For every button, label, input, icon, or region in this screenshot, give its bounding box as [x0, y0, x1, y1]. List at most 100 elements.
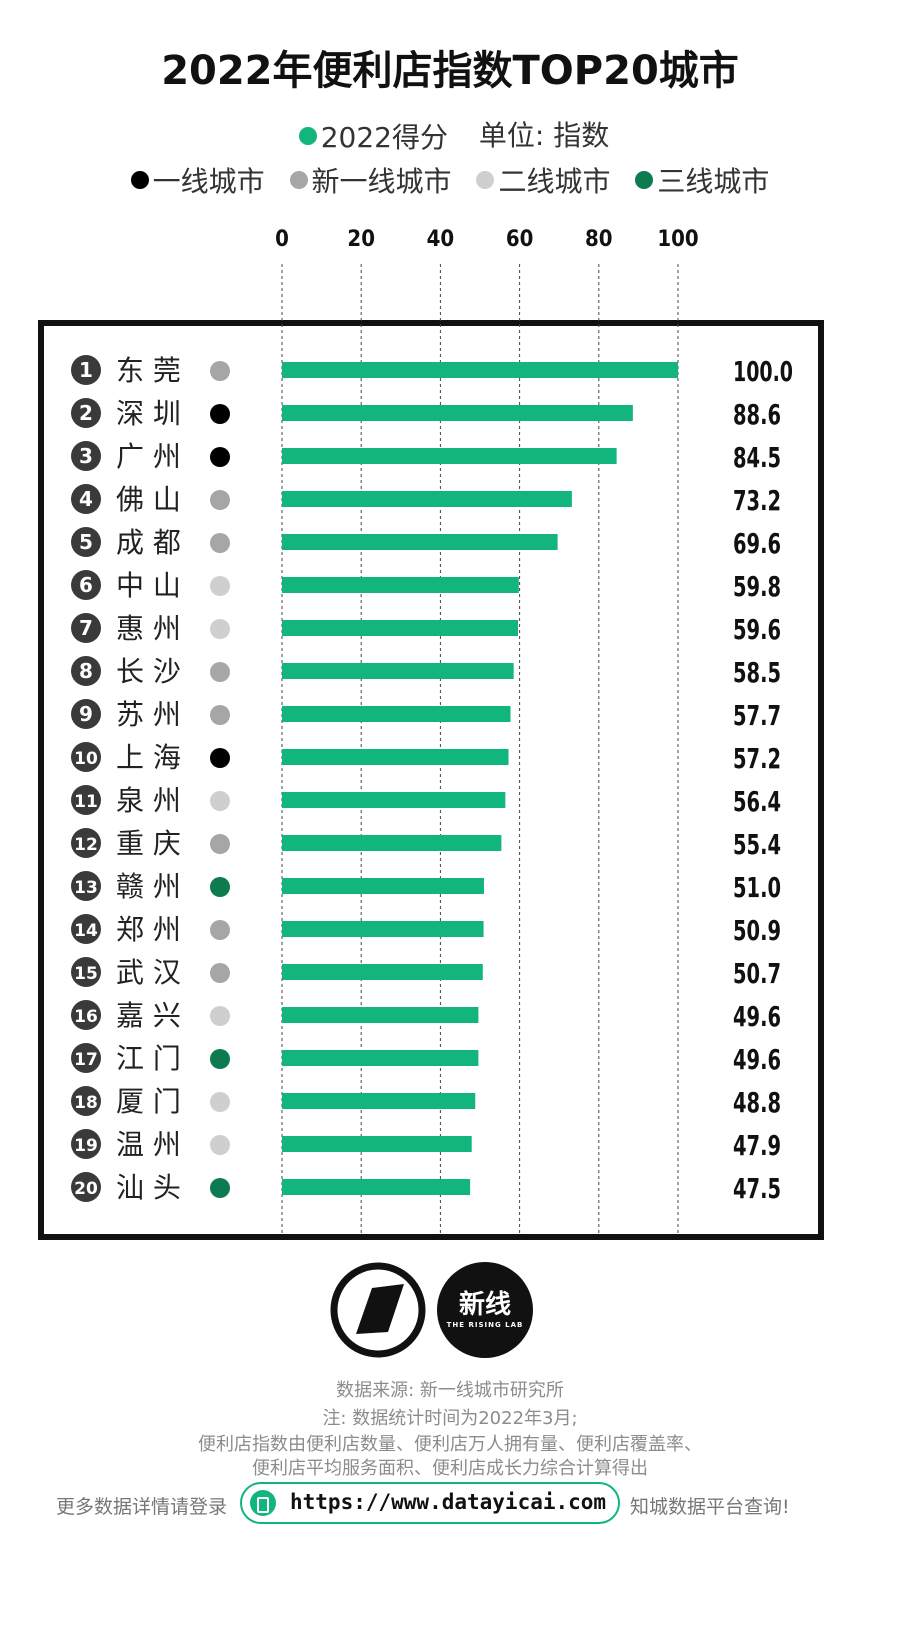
tier-dot [210, 705, 230, 725]
footer-logos: 新线 THE RISING LAB [0, 1262, 900, 1362]
rank-badge [71, 1172, 101, 1202]
rank-badge [71, 871, 101, 901]
tier-dot [210, 748, 230, 768]
tier-dot [210, 920, 230, 940]
value-label: 50.7 [733, 957, 781, 990]
rank-number: 10 [74, 749, 98, 769]
rank-number: 9 [79, 702, 93, 726]
rank-number: 2 [79, 401, 93, 425]
city-label: 惠 州 [116, 612, 181, 645]
legend-dot-score [298, 127, 317, 145]
tier-dot [210, 533, 230, 553]
city-label: 江 门 [116, 1042, 181, 1075]
rank-badge [71, 828, 101, 858]
city-label: 长 沙 [116, 655, 181, 688]
value-label: 56.4 [733, 785, 781, 818]
url-link-box[interactable]: https://www.datayicai.com [240, 1482, 620, 1524]
rank-number: 13 [74, 878, 98, 898]
tier-dot [210, 619, 230, 639]
logo-text: 新线 [458, 1290, 511, 1320]
rank-number: 16 [74, 1007, 98, 1027]
tier-dot [210, 834, 230, 854]
value-label: 49.6 [733, 1000, 781, 1033]
legend-dot-tier2 [476, 171, 495, 189]
bar-17 [282, 1093, 476, 1109]
rank-badge [71, 785, 101, 815]
method-line-1: 便利店指数由便利店数量、便利店万人拥有量、便利店覆盖率、 [198, 1434, 702, 1455]
rank-badge [71, 914, 101, 944]
value-label: 59.6 [733, 613, 781, 646]
city-label: 中 山 [116, 569, 181, 602]
legend-dot-tier3 [635, 171, 654, 189]
tier-dot [210, 361, 230, 381]
bar-10 [282, 792, 506, 808]
value-label: 57.7 [733, 699, 781, 732]
legend-dot-new-tier1 [289, 171, 308, 189]
bar-0 [282, 362, 678, 378]
url-row: 更多数据详情请登录 https://www.datayicai.com 知城数据… [0, 1480, 900, 1530]
city-label: 深 圳 [116, 397, 181, 430]
tier-dot [210, 963, 230, 983]
bar-3 [282, 491, 572, 507]
rank-badge [71, 1086, 101, 1116]
legend-tiers: 一线城市 新一线城市 二线城市 三线城市 [0, 160, 900, 200]
rank-badge [71, 957, 101, 987]
bar-12 [282, 878, 484, 894]
rank-badge [71, 613, 101, 643]
url-prefix: 更多数据详情请登录 [56, 1496, 228, 1518]
city-label: 苏 州 [116, 698, 181, 731]
x-tick-label-100: 100 [657, 227, 698, 252]
legend-unit-label: 单位: 指数 [478, 119, 610, 152]
xinxian-logo: 新线 THE RISING LAB [437, 1262, 533, 1358]
city-label: 佛 山 [116, 483, 181, 516]
rank-number: 8 [79, 659, 93, 683]
city-label: 东 莞 [116, 354, 181, 387]
value-label: 51.0 [733, 871, 781, 904]
x-tick-label-20: 20 [347, 227, 375, 252]
rank-number: 18 [74, 1093, 98, 1113]
legend-new-tier1-label: 新一线城市 [311, 165, 452, 198]
city-label: 泉 州 [116, 784, 181, 817]
rank-badge [71, 527, 101, 557]
value-label: 55.4 [733, 828, 781, 861]
chart-frame [38, 320, 824, 1240]
tier-dot [210, 1092, 230, 1112]
city-label: 厦 门 [116, 1085, 181, 1118]
bar-11 [282, 835, 502, 851]
value-label: 47.9 [733, 1129, 781, 1162]
x-tick-label-60: 60 [506, 227, 534, 252]
bar-18 [282, 1136, 472, 1152]
bar-1 [282, 405, 633, 421]
legend-tier2-label: 二线城市 [498, 165, 611, 198]
bar-5 [282, 577, 519, 593]
city-label: 成 都 [116, 526, 181, 559]
city-label: 汕 头 [116, 1171, 181, 1204]
url-link[interactable]: https://www.datayicai.com [290, 1490, 607, 1514]
rank-number: 4 [79, 487, 93, 511]
tier-dot [210, 576, 230, 596]
value-label: 50.9 [733, 914, 781, 947]
datayicai-icon [250, 1490, 276, 1516]
tier-dot [210, 1006, 230, 1026]
city-label: 赣 州 [116, 870, 181, 903]
rank-badge [71, 1000, 101, 1030]
rank-number: 15 [74, 964, 98, 984]
city-label: 郑 州 [116, 913, 181, 946]
value-label: 57.2 [733, 742, 781, 775]
bar-8 [282, 706, 511, 722]
legend-tier3-label: 三线城市 [657, 165, 770, 198]
x-tick-label-40: 40 [427, 227, 455, 252]
bar-6 [282, 620, 519, 636]
legend-score-label: 2022得分 [320, 121, 448, 154]
legend-item-tier2: 二线城市 [476, 160, 610, 200]
legend-item-tier3: 三线城市 [635, 160, 769, 200]
bar-14 [282, 964, 483, 980]
city-label: 广 州 [116, 440, 181, 473]
tier-dot [210, 877, 230, 897]
value-label: 59.8 [733, 570, 781, 603]
logo-sub-text: THE RISING LAB [446, 1321, 524, 1329]
x-tick-label-80: 80 [585, 227, 613, 252]
rank-number: 14 [74, 921, 98, 941]
bar-15 [282, 1007, 479, 1023]
city-label: 上 海 [116, 741, 181, 774]
